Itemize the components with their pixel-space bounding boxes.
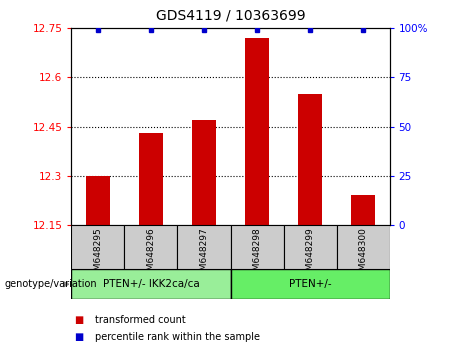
Text: genotype/variation: genotype/variation	[5, 279, 97, 289]
Bar	[139, 133, 163, 225]
Bar	[86, 176, 110, 225]
Bar	[298, 94, 322, 225]
Bar	[124, 225, 177, 269]
Bar	[192, 120, 216, 225]
Text: GSM648296: GSM648296	[147, 227, 155, 282]
Text: GSM648300: GSM648300	[359, 227, 367, 282]
Text: PTEN+/- IKK2ca/ca: PTEN+/- IKK2ca/ca	[103, 279, 199, 289]
Bar	[284, 225, 337, 269]
Bar	[177, 225, 230, 269]
Text: transformed count: transformed count	[95, 315, 185, 325]
Bar	[230, 225, 284, 269]
Text: ■: ■	[74, 315, 83, 325]
Text: GSM648299: GSM648299	[306, 227, 314, 282]
Text: PTEN+/-: PTEN+/-	[289, 279, 331, 289]
Text: GDS4119 / 10363699: GDS4119 / 10363699	[156, 9, 305, 23]
Text: GSM648295: GSM648295	[94, 227, 102, 282]
Bar	[337, 225, 390, 269]
Text: GSM648298: GSM648298	[253, 227, 261, 282]
Bar	[230, 269, 390, 299]
Bar	[71, 225, 124, 269]
Bar	[245, 38, 269, 225]
Text: ■: ■	[74, 332, 83, 342]
Text: percentile rank within the sample: percentile rank within the sample	[95, 332, 260, 342]
Text: GSM648297: GSM648297	[200, 227, 208, 282]
Bar	[71, 269, 230, 299]
Bar	[351, 195, 375, 225]
